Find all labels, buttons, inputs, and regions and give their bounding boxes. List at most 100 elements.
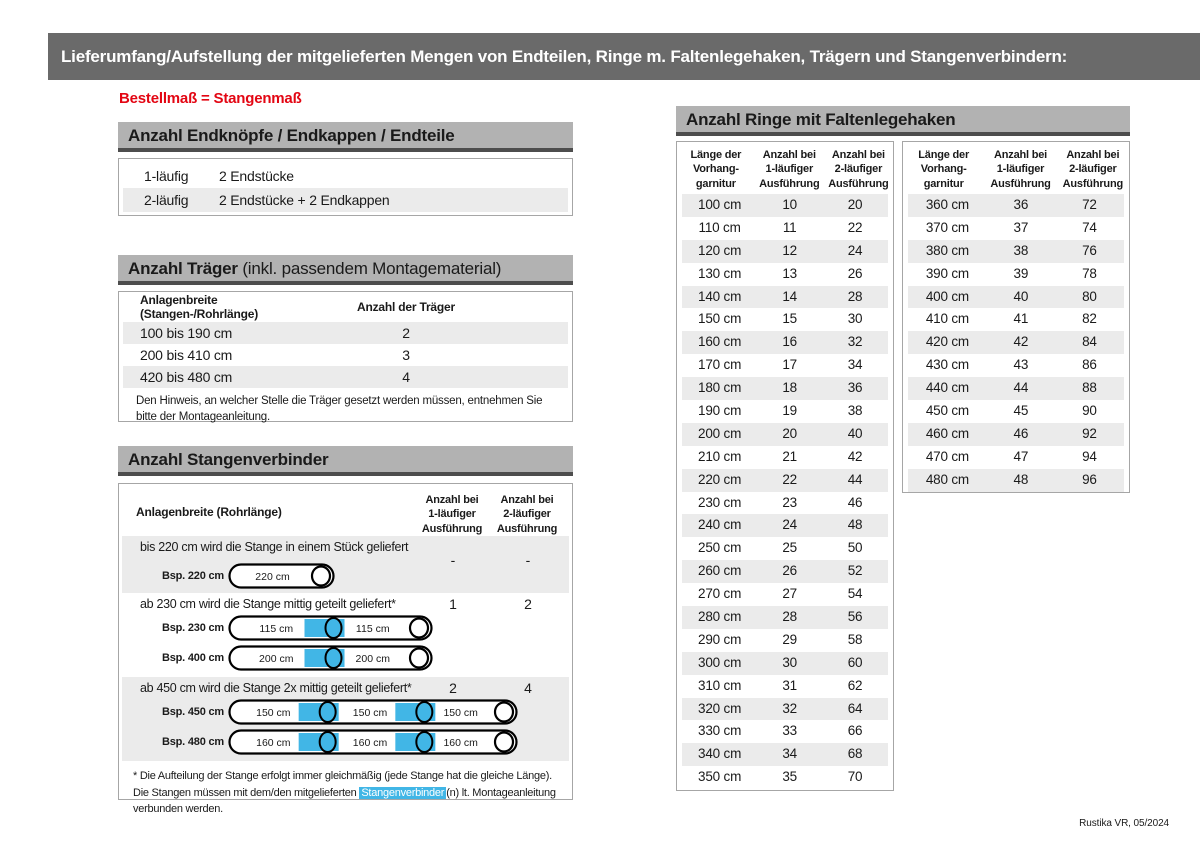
- rod-example-label: Bsp. 400 cm: [161, 652, 224, 664]
- table-cell: 200 bis 410 cm: [140, 347, 233, 363]
- table-cell: 14: [782, 288, 797, 304]
- table-cell: 56: [847, 609, 863, 625]
- table-cell: 210 cm: [698, 448, 742, 464]
- table-cell: 470 cm: [925, 448, 969, 464]
- table-cell: 46: [1013, 425, 1029, 441]
- table-cell: 2 Endstücke: [219, 168, 294, 184]
- column-header: Anzahl der Träger: [357, 300, 455, 314]
- rod-example-label: Bsp. 230 cm: [161, 622, 224, 634]
- table-cell: 2-läufig: [144, 192, 189, 208]
- table-cell: 140 cm: [698, 288, 742, 304]
- table-cell: 28: [847, 288, 863, 304]
- ringe-table-2: Länge der Vorhang- garnitur Anzahl bei 1…: [902, 141, 1130, 493]
- svg-text:150 cm: 150 cm: [256, 707, 291, 719]
- table-cell: 15: [782, 311, 797, 327]
- svg-text:115 cm: 115 cm: [259, 623, 293, 635]
- table-row: 330 cm 33 66: [682, 720, 888, 743]
- table-cell: 27: [782, 586, 797, 602]
- table-row: 350 cm 35 70: [682, 766, 888, 789]
- table-cell: 330 cm: [698, 723, 742, 739]
- table-cell: 20: [847, 197, 863, 212]
- table-cell: 34: [782, 746, 797, 762]
- table-cell: 2: [402, 325, 410, 341]
- table-cell: 88: [1082, 380, 1097, 396]
- table-cell: 45: [1013, 403, 1029, 419]
- table-cell: 58: [847, 631, 863, 647]
- order-size-note: Bestellmaß = Stangenmaß: [119, 90, 302, 107]
- table-row: 170 cm 17 34: [682, 354, 888, 377]
- table-cell: 23: [782, 494, 797, 510]
- table-row: 310 cm 31 62: [682, 675, 888, 698]
- table-cell: 19: [782, 403, 797, 419]
- table-row: 1-läufig 2 Endstücke: [123, 164, 568, 188]
- table-row: 230 cm 23 46: [682, 492, 888, 515]
- table-cell: 160 cm: [698, 334, 742, 350]
- section-header-ringe: Anzahl Ringe mit Faltenlegehaken: [676, 106, 1130, 136]
- table-cell: 35: [782, 769, 797, 785]
- mounting-note: Den Hinweis, an welcher Stelle die Träge…: [136, 395, 543, 423]
- rod-example-label: Bsp. 220 cm: [161, 570, 224, 582]
- split-rule-footnote: * Die Aufteilung der Stange erfolgt imme…: [120, 763, 571, 818]
- column-header: Anzahl bei 1-läufiger Ausführung: [759, 149, 820, 190]
- table-row: 150 cm 15 30: [682, 308, 888, 331]
- table-row: 300 cm 30 60: [682, 651, 888, 675]
- table-cell: 90: [1082, 403, 1097, 419]
- table-cell: 42: [1013, 334, 1029, 350]
- table-cell: 240 cm: [698, 517, 742, 533]
- value-1-laeufig: 1: [449, 596, 457, 612]
- table-cell: 220 cm: [698, 471, 742, 487]
- table-cell: 430 cm: [925, 357, 969, 373]
- table-cell: 100 bis 190 cm: [140, 325, 233, 341]
- table-cell: 26: [847, 265, 863, 281]
- table-cell: 86: [1082, 357, 1097, 373]
- footnote-text: * Die Aufteilung der Stange erfolgt imme…: [133, 770, 552, 799]
- svg-text:160 cm: 160 cm: [353, 737, 388, 749]
- table-body: 360 cm 36 72 370 cm 37 74 380 cm 38 76 390 cm 39 78…: [903, 194, 1129, 492]
- table-row: 450 cm 45 90: [908, 400, 1124, 423]
- table-cell: 440 cm: [925, 380, 969, 396]
- section-header-traeger: Anzahl Träger (inkl. passendem Montagema…: [118, 255, 573, 285]
- table-cell: 28: [782, 609, 797, 625]
- table-cell: 25: [782, 540, 797, 556]
- table-cell: 47: [1013, 448, 1029, 464]
- value-1-laeufig: 2: [449, 680, 457, 696]
- table-row: 210 cm 21 42: [682, 446, 888, 469]
- table-cell: 21: [782, 448, 797, 464]
- column-header: Anzahl bei 1-läufiger Ausführung: [421, 494, 483, 535]
- svg-text:160 cm: 160 cm: [443, 737, 478, 749]
- table-cell: 17: [782, 357, 797, 373]
- table-cell: 31: [782, 677, 797, 693]
- table-row: 340 cm 34 68: [682, 743, 888, 767]
- table-cell: 250 cm: [698, 540, 742, 556]
- table-cell: 30: [847, 311, 863, 327]
- table-cell: 22: [847, 219, 863, 235]
- table-row: 140 cm 14 28: [682, 285, 888, 309]
- rod-rule-text: ab 450 cm wird die Stange 2x mittig gete…: [140, 681, 412, 695]
- table-cell: 1-läufig: [144, 168, 189, 184]
- svg-text:160 cm: 160 cm: [256, 737, 291, 749]
- ringe-table-1: Länge der Vorhang- garnitur Anzahl bei 1…: [676, 141, 894, 791]
- table-cell: 62: [847, 677, 863, 693]
- footnote-text: (n) lt. Montageanleitung verbunden werde…: [133, 786, 556, 816]
- table-row: 420 bis 480 cm 4: [123, 366, 568, 388]
- table-cell: 100 cm: [698, 197, 742, 212]
- table-row: 220 cm 22 44: [682, 468, 888, 492]
- rod-example-row: Bsp. 450 cm 150 cm 150 cm 150 cm: [122, 699, 569, 725]
- table-cell: 120 cm: [698, 242, 742, 258]
- section-title-bold: Anzahl Träger: [128, 259, 238, 278]
- table-cell: 350 cm: [698, 769, 742, 785]
- table-cell: 50: [847, 540, 863, 556]
- table-cell: 18: [782, 380, 797, 396]
- rod-diagram: 220 cm: [228, 563, 335, 589]
- table-cell: 44: [1013, 380, 1029, 396]
- table-cell: 72: [1082, 197, 1097, 212]
- table-row: 260 cm 26 52: [682, 560, 888, 584]
- page-title: Lieferumfang/Aufstellung der mitgeliefer…: [48, 33, 1200, 80]
- table-cell: 82: [1082, 311, 1097, 327]
- table-cell: 130 cm: [698, 265, 742, 281]
- table-header-row: Anlagenbreite (Stangen-/Rohrlänge) Anzah…: [123, 292, 568, 322]
- table-cell: 46: [847, 494, 863, 510]
- table-cell: 78: [1082, 265, 1097, 281]
- table-cell: 16: [782, 334, 797, 350]
- table-cell: 84: [1082, 334, 1097, 350]
